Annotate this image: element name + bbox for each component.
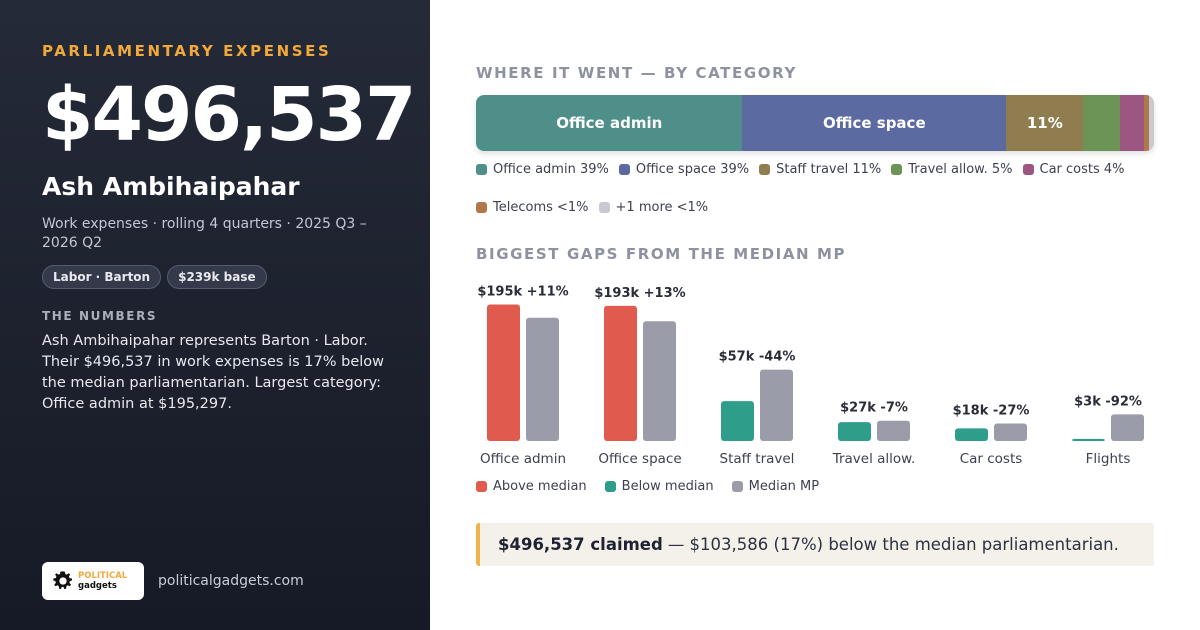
logo-line-1: POLITICAL xyxy=(78,571,128,581)
legend-label: +1 more <1% xyxy=(615,199,709,215)
footer: POLITICAL gadgets politicalgadgets.com xyxy=(42,562,304,600)
median-bar xyxy=(1111,414,1144,441)
gaps-heading: BIGGEST GAPS FROM THE MEDIAN MP xyxy=(476,245,847,263)
category-label: Staff travel xyxy=(720,451,795,467)
mp-bar xyxy=(604,305,637,441)
legend-swatch xyxy=(476,201,487,213)
callout-bold: $496,537 claimed xyxy=(498,535,663,554)
gaps-legend: Above median Below median Median MP xyxy=(476,477,819,495)
mp-name: Ash Ambihaipahar xyxy=(42,172,300,201)
site-link[interactable]: politicalgadgets.com xyxy=(158,573,304,589)
legend-label: Median MP xyxy=(748,478,820,494)
numbers-body: Ash Ambihaipahar represents Barton · Lab… xyxy=(42,333,385,412)
total-amount: $496,537 xyxy=(42,72,417,158)
category-segment: Office admin xyxy=(476,95,743,151)
value-label: $3k -92% xyxy=(1074,394,1142,409)
value-label: $193k +13% xyxy=(594,286,685,301)
legend-swatch xyxy=(759,163,771,175)
chip-row: Labor · Barton $239k base xyxy=(42,265,388,289)
legend-item: Office space 39% xyxy=(618,160,750,178)
value-label: $195k +11% xyxy=(477,285,568,300)
legend-swatch xyxy=(618,163,630,175)
mp-bar xyxy=(838,422,871,441)
category-label: Flights xyxy=(1086,451,1131,467)
legend-label: Staff travel 11% xyxy=(776,161,882,177)
gear-icon xyxy=(53,571,73,590)
value-label: $27k -7% xyxy=(840,401,908,416)
gaps-bar-chart: $195k +11% Office admin $193k +13% Office s… xyxy=(477,285,1144,467)
legend-item: Median MP xyxy=(731,477,820,495)
base-salary-chip: $239k base xyxy=(167,265,267,289)
category-label: Office space xyxy=(598,451,681,467)
legend-label: Below median xyxy=(621,478,714,494)
legend-item: +1 more <1% xyxy=(598,198,709,216)
legend-label: Office admin 39% xyxy=(493,161,609,177)
median-bar xyxy=(643,321,676,441)
logo[interactable]: POLITICAL gadgets xyxy=(42,562,144,600)
legend-swatch xyxy=(476,163,487,175)
category-label: Travel allow. xyxy=(832,451,916,467)
callout-text: — $103,586 (17%) below the median parlia… xyxy=(667,535,1119,554)
value-label: $18k -27% xyxy=(953,404,1030,419)
legend-swatch xyxy=(598,201,610,213)
party-seat-chip: Labor · Barton xyxy=(42,265,162,289)
category-legend: Office admin 39% Office space 39% Staff tr… xyxy=(476,160,1156,216)
median-bar xyxy=(526,317,559,441)
mp-bar xyxy=(721,401,754,441)
summary-callout: $496,537 claimed — $103,586 (17%) below … xyxy=(476,523,1154,566)
legend-item: Car costs 4% xyxy=(1022,160,1125,178)
legend-swatch xyxy=(604,480,616,492)
legend-label: Travel allow. 5% xyxy=(908,161,1013,177)
kicker: PARLIAMENTARY EXPENSES xyxy=(42,42,332,60)
median-bar xyxy=(877,420,910,441)
logo-line-2: gadgets xyxy=(78,581,117,591)
category-heading: WHERE IT WENT — BY CATEGORY xyxy=(476,64,797,82)
subtitle: Work expenses · rolling 4 quarters · 202… xyxy=(42,216,367,251)
logo-wordmark: POLITICAL gadgets xyxy=(78,571,127,591)
mp-bar xyxy=(1072,438,1105,441)
category-segment: Office space xyxy=(742,95,1007,151)
legend-swatch xyxy=(731,480,743,492)
mp-bar xyxy=(955,428,988,441)
category-stacked-bar: Office admin Office space 11% xyxy=(476,95,1154,151)
value-label: $57k -44% xyxy=(719,350,796,365)
summary-panel: PARLIAMENTARY EXPENSES $496,537 Ash Ambi… xyxy=(0,0,430,630)
legend-label: Above median xyxy=(493,478,587,494)
category-segment: 11% xyxy=(1006,95,1084,151)
legend-item: Below median xyxy=(604,477,714,495)
median-bar xyxy=(994,423,1027,441)
legend-item: Travel allow. 5% xyxy=(891,160,1013,178)
legend-item: Above median xyxy=(476,477,587,495)
category-label: Office admin xyxy=(480,451,566,467)
legend-swatch xyxy=(476,480,487,492)
legend-item: Telecoms <1% xyxy=(476,198,589,216)
category-segment xyxy=(1083,95,1121,151)
legend-item: Staff travel 11% xyxy=(759,160,881,178)
legend-swatch xyxy=(1022,163,1034,175)
legend-label: Car costs 4% xyxy=(1039,161,1125,177)
legend-label: Telecoms <1% xyxy=(493,199,589,215)
detail-panel: WHERE IT WENT — BY CATEGORY Office admin… xyxy=(476,0,1156,630)
category-label: Car costs xyxy=(960,451,1023,467)
numbers-heading: THE NUMBERS xyxy=(42,309,158,323)
legend-label: Office space 39% xyxy=(635,161,750,177)
legend-swatch xyxy=(891,163,903,175)
category-segment xyxy=(1144,95,1150,151)
legend-item: Office admin 39% xyxy=(476,160,609,178)
mp-bar xyxy=(487,304,520,441)
median-bar xyxy=(760,369,793,441)
category-segment xyxy=(1149,95,1154,151)
category-segment xyxy=(1120,95,1145,151)
